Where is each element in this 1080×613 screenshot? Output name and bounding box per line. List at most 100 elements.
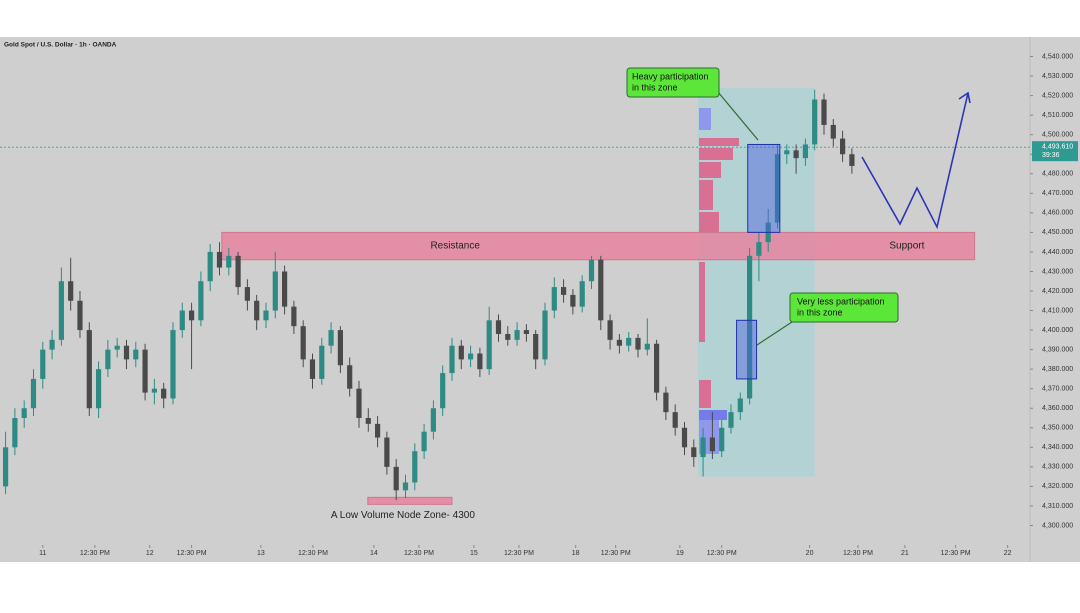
x-tick-label: 19 xyxy=(676,550,684,557)
profile-bar xyxy=(699,410,727,420)
callout-box xyxy=(789,292,899,323)
candle-body xyxy=(607,320,613,340)
x-tick-label: 12:30 PM xyxy=(843,550,873,557)
candle-body xyxy=(644,343,650,350)
candle-body xyxy=(272,271,278,311)
projection-arrowhead xyxy=(958,91,971,104)
x-tick-label: 12:30 PM xyxy=(707,550,737,557)
candle-body xyxy=(616,339,622,346)
y-tick-label: 4,390.000 xyxy=(1042,346,1073,353)
candle-body xyxy=(653,343,660,393)
candle-body xyxy=(356,388,362,418)
candle-body xyxy=(709,437,715,452)
countdown-label: 39:36 xyxy=(1042,152,1060,159)
y-tick-label: 4,330.000 xyxy=(1042,464,1073,471)
callout-box xyxy=(626,67,720,98)
y-tick-label: 4,360.000 xyxy=(1042,405,1073,412)
candle-body xyxy=(244,287,250,301)
candle-body xyxy=(784,150,790,155)
candle-body xyxy=(626,337,632,346)
candle-body xyxy=(588,259,595,282)
x-tick-label: 12:30 PM xyxy=(404,550,434,557)
y-tick-label: 4,470.000 xyxy=(1042,190,1073,197)
x-tick-label: 15 xyxy=(470,550,478,557)
candle-body xyxy=(254,300,260,321)
y-tick-label: 4,310.000 xyxy=(1042,503,1073,510)
y-tick-label: 4,430.000 xyxy=(1042,268,1073,275)
candle-body xyxy=(226,255,232,268)
candle-body xyxy=(319,345,325,379)
candle-body xyxy=(542,310,548,360)
candle-body xyxy=(12,418,18,448)
x-tick-label: 12:30 PM xyxy=(177,550,207,557)
candle-body xyxy=(328,330,334,346)
profile-bar xyxy=(699,212,719,232)
candle-body xyxy=(365,418,371,424)
x-tick-label: 18 xyxy=(572,550,580,557)
x-tick-label: 11 xyxy=(39,550,46,557)
x-tick-label: 22 xyxy=(1004,550,1012,557)
boxes-layer xyxy=(736,143,781,380)
candle-body xyxy=(467,353,474,360)
callout-text: Very less participation xyxy=(797,296,885,306)
candle-body xyxy=(291,306,297,327)
callout-text: in this zone xyxy=(797,307,843,317)
callout-pointer xyxy=(756,319,796,346)
candle-body xyxy=(402,482,409,491)
candle-body xyxy=(86,330,92,409)
y-tick-label: 4,540.000 xyxy=(1042,53,1073,60)
candle-body xyxy=(728,412,734,428)
candle-body xyxy=(337,330,343,366)
volume-profile xyxy=(699,108,739,454)
candle-body xyxy=(821,99,827,125)
candle-body xyxy=(430,408,436,432)
candle-body xyxy=(347,365,353,389)
profile-bar xyxy=(699,138,739,146)
zone-label: Resistance xyxy=(430,241,480,252)
profile-bar xyxy=(699,108,711,130)
candle-body xyxy=(421,431,427,452)
x-tick-label: 20 xyxy=(806,550,814,557)
y-tick-label: 4,320.000 xyxy=(1042,483,1073,490)
candle-body xyxy=(30,378,37,409)
y-tick-label: 4,420.000 xyxy=(1042,288,1073,295)
candle-body xyxy=(793,150,799,159)
candle-body xyxy=(68,281,74,301)
chart-background xyxy=(0,37,1080,562)
candle-body xyxy=(700,437,706,458)
candles-layer xyxy=(2,89,855,501)
candle-body xyxy=(840,138,846,155)
candle-body xyxy=(309,359,316,379)
candle-body xyxy=(830,124,836,139)
candle-body xyxy=(77,300,83,331)
last-price-label: 4,493.610 xyxy=(1042,144,1073,151)
candle-body xyxy=(477,353,483,370)
candle-body xyxy=(802,144,808,159)
candle-body xyxy=(49,339,55,350)
zone-label: Support xyxy=(889,241,924,252)
participation-box xyxy=(747,143,781,233)
projection-path xyxy=(861,92,969,230)
x-tick-label: 12:30 PM xyxy=(601,550,631,557)
x-tick-label: 14 xyxy=(370,550,378,557)
candle-body xyxy=(114,345,120,350)
candle-body xyxy=(533,333,539,360)
x-tick-label: 12:30 PM xyxy=(941,550,971,557)
candle-body xyxy=(635,337,641,350)
candle-body xyxy=(2,447,9,487)
zone xyxy=(221,231,976,261)
candle-body xyxy=(812,99,818,145)
candle-body xyxy=(756,242,762,256)
candle-body xyxy=(774,154,781,223)
y-tick-label: 4,450.000 xyxy=(1042,229,1073,236)
candle-body xyxy=(95,369,102,409)
y-tick-label: 4,520.000 xyxy=(1042,92,1073,99)
candle-body xyxy=(691,447,697,458)
candle-body xyxy=(681,427,688,448)
candle-body xyxy=(523,330,529,334)
candle-body xyxy=(449,345,455,374)
candle-body xyxy=(551,287,557,311)
candle-body xyxy=(495,320,502,334)
y-tick-label: 4,480.000 xyxy=(1042,171,1073,178)
